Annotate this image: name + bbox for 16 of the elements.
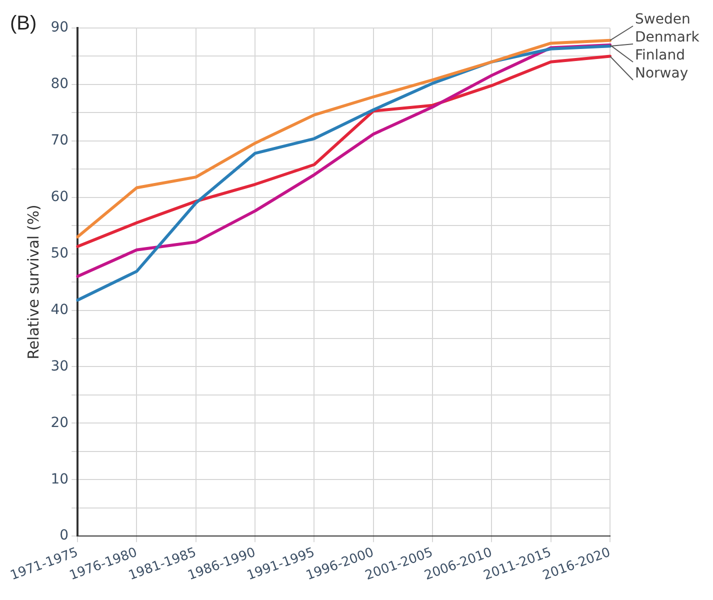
series-label: Norway bbox=[635, 66, 688, 82]
y-tick-label: 50 bbox=[50, 245, 69, 262]
series-label: Denmark bbox=[635, 30, 700, 46]
y-tick-label: 70 bbox=[50, 132, 69, 149]
y-tick-label: 40 bbox=[50, 302, 69, 318]
y-axis-title: Relative survival (%) bbox=[24, 204, 43, 360]
y-tick-label: 60 bbox=[50, 189, 69, 206]
y-tick-label: 20 bbox=[50, 414, 69, 431]
chart-title: (B) bbox=[10, 12, 37, 35]
y-tick-label: 10 bbox=[50, 471, 69, 488]
y-tick-label: 80 bbox=[50, 76, 69, 92]
text: Sweden bbox=[635, 12, 690, 28]
y-tick-label: 90 bbox=[50, 20, 69, 36]
series-label: Finland bbox=[635, 48, 686, 64]
y-tick-label: 30 bbox=[50, 358, 69, 374]
y-tick-label: 0 bbox=[60, 528, 69, 544]
